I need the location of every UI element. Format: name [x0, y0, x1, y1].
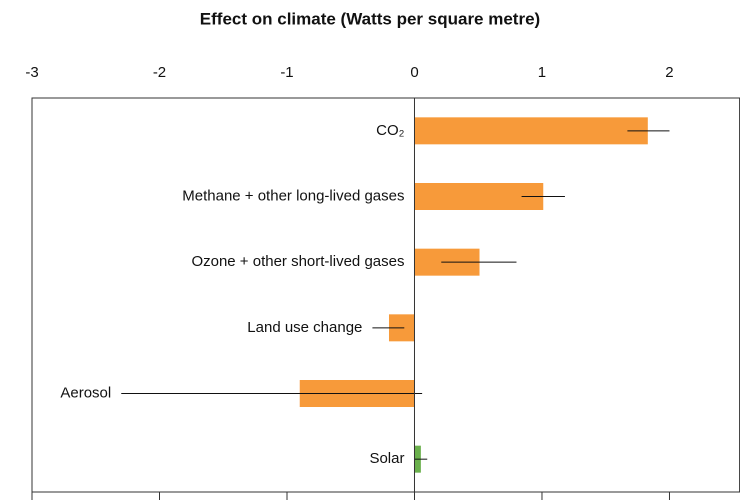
category-label: Ozone + other short-lived gases: [191, 253, 404, 270]
category-label: CO₂: [376, 122, 405, 139]
category-label: Aerosol: [60, 384, 111, 401]
category-label: Solar: [369, 450, 404, 467]
plot-frame: [31, 97, 740, 493]
category-label: Land use change: [247, 319, 362, 336]
x-tick-label: 2: [665, 64, 673, 81]
x-tick-label: -2: [153, 64, 166, 81]
category-label: Methane + other long-lived gases: [182, 187, 404, 204]
x-tick-label: -3: [25, 64, 38, 81]
x-tick-label: 1: [538, 64, 546, 81]
chart-title: Effect on climate (Watts per square metr…: [200, 9, 540, 28]
bar: [414, 117, 648, 145]
x-tick-label: 0: [410, 64, 418, 81]
x-tick-label: -1: [280, 64, 293, 81]
